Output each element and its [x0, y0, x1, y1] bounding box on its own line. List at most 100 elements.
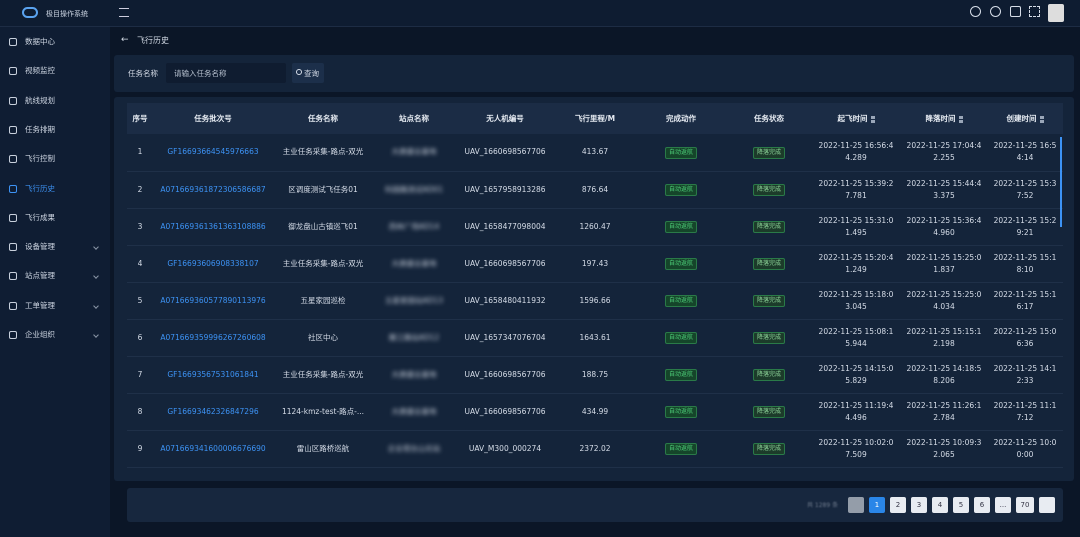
next-page[interactable]: [1039, 497, 1055, 513]
table-cell: 西林广场AD14: [373, 208, 455, 246]
menu-item[interactable]: 数据中心: [0, 30, 110, 54]
page-button[interactable]: 5: [953, 497, 969, 513]
menu-icon: [9, 184, 17, 193]
menu-label: 企业组织: [25, 330, 55, 339]
table-cell: UAV_1660698567706: [455, 393, 555, 431]
search-button[interactable]: 查询: [292, 63, 324, 83]
table-cell: 自动返航: [635, 134, 727, 172]
cell-text: 876.64: [581, 184, 609, 194]
table-cell[interactable]: A071669361361363108886: [153, 208, 273, 246]
cell-text: 大唐盛业基地: [391, 406, 437, 416]
msg-icon[interactable]: [1010, 6, 1021, 17]
menu-icon: [9, 125, 17, 134]
status-tag: 降落完成: [752, 146, 785, 159]
cell-text: 2022-11-25 15:44:43.375: [906, 178, 982, 200]
menu-item[interactable]: 工单管理: [0, 294, 110, 318]
page-button[interactable]: 70: [1016, 497, 1034, 513]
menu-item[interactable]: 企业组织: [0, 323, 110, 347]
menu-label: 飞行成果: [25, 212, 55, 222]
cell-text: 大唐盛业基地: [391, 147, 437, 157]
page-button[interactable]: 6: [974, 497, 990, 513]
avatar[interactable]: [1048, 4, 1064, 22]
table-cell: 2022-11-25 15:06:36: [987, 319, 1063, 357]
table-cell[interactable]: A071669361872306586687: [153, 171, 273, 209]
page-button[interactable]: 3: [911, 497, 927, 513]
table-cell: 9: [127, 430, 153, 468]
table-cell: 1124-kmz-test-路点-...: [273, 393, 373, 431]
header-text: 任务批次号: [194, 114, 232, 123]
menu-label: 站点管理: [25, 271, 55, 281]
page-button[interactable]: ...: [995, 497, 1011, 513]
menu-item[interactable]: 站点管理: [0, 264, 110, 288]
sort-icon[interactable]: [870, 115, 875, 123]
menu-item[interactable]: 飞行控制: [0, 147, 110, 171]
menu-item[interactable]: 设备管理: [0, 235, 110, 259]
table-row: 8 GF16693462326847296 1124-kmz-test-路点-...…: [127, 393, 1063, 431]
status-tag: 降落完成: [752, 332, 785, 344]
theme-icon[interactable]: [970, 6, 981, 17]
cell-text: 2022-11-25 15:31:01.495: [818, 215, 894, 237]
menu-label: 任务排期: [25, 124, 55, 134]
sort-icon[interactable]: [958, 115, 963, 123]
status-tag: 自动返航: [664, 369, 697, 381]
cell-text: GF16693606908338107: [167, 258, 259, 268]
menu-item[interactable]: 航线规划: [0, 89, 110, 113]
cell-text: 2022-11-25 11:19:44.496: [818, 400, 894, 422]
table-cell[interactable]: GF16693664545976663: [153, 134, 273, 172]
status-tag: 降落完成: [752, 184, 785, 196]
page-button[interactable]: 1: [869, 497, 885, 513]
cell-text: 主业任务采集-路点-双光: [282, 258, 364, 268]
cell-text: UAV_1660698567706: [464, 147, 546, 157]
cell-text: A071669360577890113976: [160, 295, 266, 305]
table-cell: 2022-11-25 15:25:01.837: [901, 245, 987, 283]
cell-text: 2: [137, 184, 143, 194]
table-cell: 2022-11-25 10:09:32.065: [901, 430, 987, 468]
page-button[interactable]: 2: [890, 497, 906, 513]
search-input[interactable]: 请输入任务名称: [166, 63, 286, 83]
column-header: 降落时间: [901, 103, 987, 134]
table-cell: 降落完成: [727, 319, 811, 357]
menu-label: 视频监控: [25, 66, 55, 76]
page-button[interactable]: 4: [932, 497, 948, 513]
prev-page[interactable]: [848, 497, 864, 513]
menu-toggle[interactable]: [119, 8, 129, 17]
table-cell: 自动返航: [635, 282, 727, 320]
header-text: 创建时间: [1006, 114, 1037, 123]
table-cell[interactable]: A071669360577890113976: [153, 282, 273, 320]
menu-item[interactable]: 视频监控: [0, 59, 110, 83]
cell-text: UAV_1660698567706: [464, 406, 546, 416]
sort-icon[interactable]: [1039, 115, 1044, 123]
cell-text: 企业塔台山北站: [387, 443, 441, 453]
menu-item[interactable]: 飞行历史: [0, 177, 110, 201]
cell-text: 188.75: [581, 369, 609, 379]
menu-item[interactable]: 任务排期: [0, 118, 110, 142]
header-text: 起飞时间: [837, 114, 868, 123]
table-cell: UAV_1658477098004: [455, 208, 555, 246]
column-header: 任务状态: [727, 103, 811, 134]
table-cell[interactable]: GF16693567531061841: [153, 356, 273, 394]
table-cell: UAV_M300_000274: [455, 430, 555, 468]
cell-text: GF16693462326847296: [167, 406, 259, 416]
status-tag: 自动返航: [664, 221, 697, 233]
table-cell: 降落完成: [727, 171, 811, 209]
fullscreen-icon[interactable]: [1029, 6, 1040, 17]
table-cell: 企业塔台山北站: [373, 430, 455, 468]
help-icon[interactable]: [990, 6, 1001, 17]
table-cell[interactable]: A071669359996267260608: [153, 319, 273, 357]
table-cell: 御龙盘山古镇巡飞01: [273, 208, 373, 246]
history-table: 序号 任务批次号 任务名称 站点名称 无人机编号 飞行里程/M 完成动作 任务状态 起飞时间 降落…: [127, 103, 1063, 468]
cell-text: 2022-11-25 16:54:14: [993, 141, 1057, 163]
column-header: 飞行里程/M: [555, 103, 635, 134]
cell-text: 2022-11-25 17:04:42.255: [906, 141, 982, 163]
table-cell[interactable]: A071669341600006676690: [153, 430, 273, 468]
status-tag: 自动返航: [664, 184, 697, 196]
cell-text: 雁江路站AD12: [388, 332, 440, 342]
menu-item[interactable]: 飞行成果: [0, 206, 110, 230]
cell-text: 413.67: [581, 147, 609, 157]
back-arrow[interactable]: ←: [121, 35, 129, 45]
scrollbar[interactable]: [1060, 137, 1062, 227]
table-cell[interactable]: GF16693606908338107: [153, 245, 273, 283]
cell-text: 1643.61: [579, 332, 611, 342]
table-cell[interactable]: GF16693462326847296: [153, 393, 273, 431]
